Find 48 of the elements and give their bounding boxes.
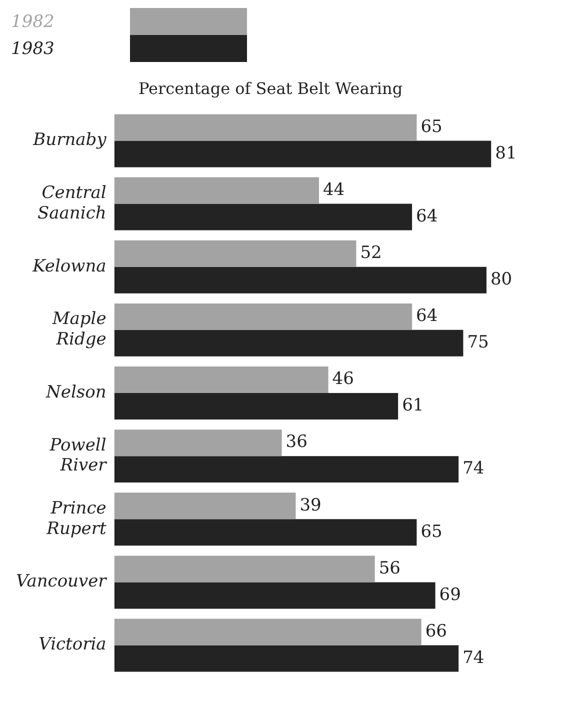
data-label: 64 bbox=[416, 306, 438, 326]
bar bbox=[114, 204, 412, 230]
data-label: 39 bbox=[300, 495, 322, 516]
bar bbox=[114, 114, 417, 141]
data-label: 75 bbox=[467, 332, 489, 353]
chart-title: Percentage of Seat Belt Wearing bbox=[138, 78, 403, 98]
bar bbox=[114, 618, 422, 646]
data-label: 74 bbox=[462, 648, 484, 668]
data-label: 56 bbox=[378, 558, 400, 578]
data-label: 69 bbox=[439, 584, 461, 605]
y-tick-label: Nelson bbox=[45, 382, 106, 402]
bar bbox=[114, 456, 459, 483]
y-tick-label: Central Saanich bbox=[38, 183, 106, 224]
data-label: 65 bbox=[420, 522, 442, 542]
data-label: 81 bbox=[495, 143, 517, 164]
bar bbox=[114, 266, 486, 294]
bar bbox=[114, 177, 319, 204]
text: 1982 bbox=[11, 12, 56, 32]
bar bbox=[114, 582, 436, 609]
bar bbox=[114, 645, 459, 672]
y-tick-label: Kelowna bbox=[32, 256, 106, 276]
data-label: 65 bbox=[420, 116, 442, 137]
bar bbox=[114, 366, 328, 393]
bar bbox=[114, 140, 492, 168]
data-label: 64 bbox=[416, 206, 438, 226]
bar bbox=[114, 519, 417, 546]
y-tick-label: Maple Ridge bbox=[51, 309, 106, 350]
text: 1983 bbox=[11, 38, 56, 58]
y-tick-label: Powell River bbox=[48, 435, 108, 476]
bar bbox=[114, 303, 412, 330]
data-label: 66 bbox=[425, 621, 447, 642]
data-label: 52 bbox=[360, 243, 382, 264]
bar bbox=[114, 556, 375, 582]
data-label: 46 bbox=[332, 369, 354, 390]
data-label: 80 bbox=[490, 270, 512, 290]
bar bbox=[114, 430, 282, 456]
bar bbox=[114, 393, 398, 420]
data-label: 74 bbox=[462, 458, 484, 479]
data-label: 36 bbox=[286, 432, 308, 452]
y-tick-label: Prince Rupert bbox=[46, 498, 106, 539]
bar bbox=[114, 492, 296, 520]
bar bbox=[114, 240, 356, 267]
bar bbox=[114, 330, 464, 356]
y-tick-label: Vancouver bbox=[16, 572, 108, 592]
data-label: 61 bbox=[402, 396, 424, 416]
data-label: 44 bbox=[322, 180, 345, 200]
y-tick-label: Victoria bbox=[38, 634, 106, 655]
y-tick-label: Burnaby bbox=[32, 130, 107, 150]
